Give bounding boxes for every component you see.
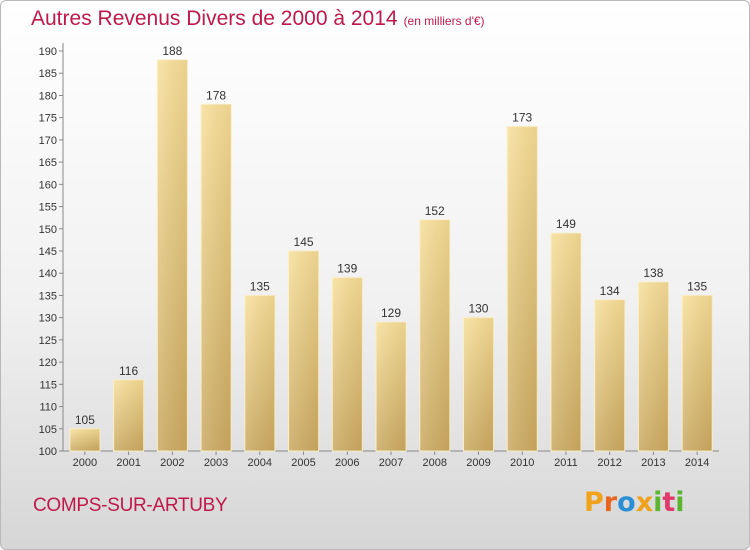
data-label: 149 <box>556 217 576 231</box>
x-tick-label: 2012 <box>597 457 621 469</box>
bar-shade-2001 <box>113 379 144 451</box>
bar-shade-2006 <box>332 277 363 451</box>
x-tick-label: 2004 <box>248 457 272 469</box>
x-tick-label: 2011 <box>554 457 578 469</box>
chart-title: Autres Revenus Divers de 2000 à 2014 (en … <box>31 7 485 31</box>
y-tick-label: 135 <box>39 290 57 302</box>
chart-bars <box>69 59 713 452</box>
y-tick-label: 165 <box>39 157 57 169</box>
x-tick-label: 2014 <box>685 457 709 469</box>
bar-shade-2007 <box>376 322 406 451</box>
x-tick-label: 2005 <box>291 457 315 469</box>
data-label: 130 <box>468 302 488 316</box>
y-tick-label: 180 <box>39 90 57 102</box>
x-tick-label: 2002 <box>160 457 184 469</box>
x-tick-label: 2001 <box>116 457 140 469</box>
chart-title-unit: (en milliers d'€) <box>403 14 485 28</box>
y-tick-label: 145 <box>39 246 57 258</box>
x-tick-label: 2009 <box>466 457 490 469</box>
y-tick-label: 185 <box>39 68 57 80</box>
logo-letter: P <box>584 487 604 518</box>
y-tick-label: 175 <box>39 113 57 125</box>
x-tick-label: 2007 <box>379 457 403 469</box>
x-tick-label: 2010 <box>510 457 534 469</box>
y-tick-label: 190 <box>39 46 57 58</box>
data-label: 152 <box>425 204 445 218</box>
bar-shade-2010 <box>507 126 538 452</box>
x-tick-label: 2008 <box>422 457 446 469</box>
chart-labels: 2000 105 2001 116 2002 188 2003 178 2004 135 2005 1… <box>73 44 710 469</box>
commune-name: COMPS-SUR-ARTUBY <box>33 495 228 516</box>
data-label: 135 <box>250 279 270 293</box>
x-tick-label: 2003 <box>204 457 228 469</box>
bar-shade-2011 <box>550 233 581 451</box>
data-label: 145 <box>294 235 314 249</box>
logo-letter: x <box>635 487 654 518</box>
y-tick-label: 155 <box>39 202 57 214</box>
bar-shade-2012 <box>594 299 625 451</box>
bar-shade-2002 <box>157 59 188 452</box>
y-tick-label: 170 <box>39 135 57 147</box>
data-label: 138 <box>643 266 663 280</box>
y-tick-label: 105 <box>39 424 57 436</box>
y-tick-label: 100 <box>39 446 57 458</box>
x-tick-label: 2013 <box>641 457 665 469</box>
y-tick-label: 120 <box>39 357 57 369</box>
y-tick-label: 110 <box>39 402 57 414</box>
y-tick-label: 115 <box>39 379 57 391</box>
y-tick-label: 125 <box>39 335 57 347</box>
proxiti-logo: Proxiti <box>584 487 685 518</box>
bar-shade-2003 <box>201 104 232 451</box>
bar-shade-2008 <box>419 219 450 451</box>
data-label: 134 <box>600 284 620 298</box>
y-tick-label: 140 <box>39 268 57 280</box>
x-tick-label: 2006 <box>335 457 359 469</box>
data-label: 105 <box>75 413 95 427</box>
data-label: 129 <box>381 306 401 320</box>
data-label: 178 <box>206 88 226 102</box>
data-label: 139 <box>337 262 357 276</box>
bar-shade-2004 <box>244 295 275 451</box>
logo-letter: t <box>662 487 676 518</box>
data-label: 116 <box>119 364 138 378</box>
bar-shade-2005 <box>288 251 319 451</box>
x-tick-label: 2000 <box>73 457 97 469</box>
data-label: 135 <box>687 279 707 293</box>
bar-shade-2000 <box>69 428 100 451</box>
logo-letter: i <box>653 487 663 518</box>
bar-shade-2014 <box>682 295 713 451</box>
y-tick-label: 130 <box>39 313 57 325</box>
y-tick-label: 150 <box>39 224 57 236</box>
logo-letter: i <box>675 487 685 518</box>
data-label: 188 <box>162 44 182 58</box>
bar-shade-2009 <box>463 317 494 451</box>
data-label: 173 <box>512 111 532 125</box>
logo-letter: o <box>617 487 636 518</box>
y-tick-label: 160 <box>39 179 57 191</box>
bar-shade-2013 <box>638 282 669 451</box>
logo-letter: r <box>603 487 618 518</box>
chart-title-main: Autres Revenus Divers de 2000 à 2014 <box>31 7 398 30</box>
